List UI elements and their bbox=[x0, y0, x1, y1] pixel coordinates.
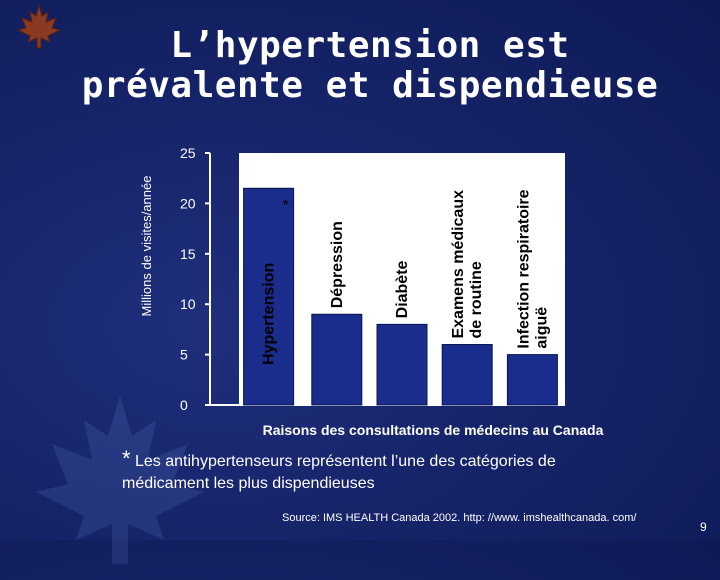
slide-title: L’hypertension est prévalente et dispend… bbox=[81, 25, 659, 106]
y-tick-label: 20 bbox=[180, 195, 196, 211]
y-tick-label: 25 bbox=[180, 145, 196, 161]
maple-leaf-logo bbox=[16, 4, 62, 49]
bar-category-label: Dépression bbox=[329, 221, 346, 308]
y-axis-label: Millions de visites/année bbox=[139, 176, 154, 317]
x-axis-label: Raisons des consultations de médecins au… bbox=[263, 422, 604, 438]
maple-leaf-watermark bbox=[36, 396, 204, 564]
bar bbox=[441, 344, 493, 406]
bar-category-label: Examens médicaux bbox=[450, 190, 467, 339]
footnote-star: * bbox=[122, 446, 131, 471]
bar bbox=[506, 354, 558, 406]
bar-category-label: Infection respiratoire bbox=[515, 189, 532, 348]
y-tick-label: 10 bbox=[180, 296, 196, 312]
bar-category-label: aiguë bbox=[533, 307, 550, 349]
bar bbox=[376, 323, 428, 406]
bar bbox=[243, 187, 295, 406]
footnote: * Les antihypertenseurs représentent l’u… bbox=[122, 448, 642, 495]
bar bbox=[311, 313, 363, 406]
y-tick-label: 5 bbox=[180, 347, 188, 363]
bar-annotation: * bbox=[282, 197, 288, 214]
footnote-text: Les antihypertenseurs représentent l’une… bbox=[122, 453, 556, 492]
bar-category-label: de routine bbox=[468, 261, 485, 338]
y-tick-label: 0 bbox=[180, 397, 188, 413]
bar-category-label: Diabète bbox=[394, 260, 411, 318]
page-number: 9 bbox=[700, 520, 707, 534]
bar-category-label: Hypertension bbox=[261, 263, 278, 365]
source-citation: Source: IMS HEALTH Canada 2002. http: //… bbox=[282, 512, 637, 524]
y-tick-label: 15 bbox=[180, 246, 196, 262]
bar-chart: 0 5 10 15 20 25 Millions de visites/année Raiso… bbox=[139, 145, 604, 438]
